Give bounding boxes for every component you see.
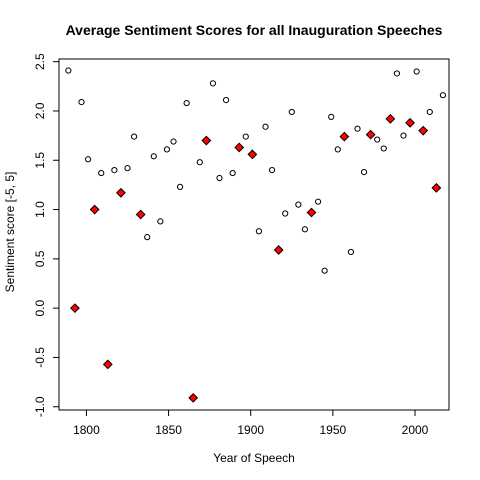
data-point-highlighted <box>102 359 113 370</box>
data-point <box>268 167 276 174</box>
data-point <box>242 133 249 140</box>
data-point <box>282 210 289 217</box>
data-point-highlighted <box>70 303 80 314</box>
x-tick-label: 2000 <box>402 423 429 437</box>
x-axis-label: Year of Speech <box>213 451 295 465</box>
data-point <box>176 183 184 190</box>
data-point <box>209 80 217 87</box>
data-point <box>354 125 361 132</box>
data-point <box>216 174 223 182</box>
data-point <box>380 145 387 152</box>
data-point <box>183 99 190 107</box>
y-tick-label: 2.5 <box>33 53 47 70</box>
data-point <box>222 97 230 104</box>
y-tick-label: 0.0 <box>33 299 47 316</box>
data-point <box>400 132 407 139</box>
data-point <box>196 159 203 166</box>
data-point <box>328 113 335 120</box>
data-point <box>98 169 105 177</box>
data-point-highlighted <box>339 131 350 142</box>
x-tick-label: 1900 <box>237 423 264 437</box>
data-points <box>65 67 447 403</box>
data-point <box>334 146 341 153</box>
data-point <box>144 234 151 241</box>
data-point <box>288 108 295 116</box>
data-point <box>150 153 157 160</box>
data-point <box>124 165 131 172</box>
data-point <box>426 108 433 116</box>
data-point-highlighted <box>188 392 199 403</box>
data-point <box>393 70 401 77</box>
data-point <box>295 201 302 208</box>
y-tick-label: 0.5 <box>33 250 47 267</box>
data-point-highlighted <box>89 204 100 215</box>
y-axis-label: Sentiment score [-5, 5] <box>3 172 17 293</box>
data-point <box>321 267 328 274</box>
data-point <box>130 133 138 140</box>
data-point-highlighted <box>431 182 442 193</box>
y-tick-label: 1.5 <box>33 152 47 169</box>
chart-title: Average Sentiment Scores for all Inaugur… <box>66 22 443 38</box>
data-point-highlighted <box>234 142 245 153</box>
data-point-highlighted <box>365 129 376 140</box>
x-tick-label: 1950 <box>320 423 347 437</box>
data-point <box>229 169 236 177</box>
data-point-highlighted <box>135 209 146 220</box>
y-tick-label: 1.0 <box>33 201 47 218</box>
data-point-highlighted <box>306 207 317 218</box>
data-point-highlighted <box>201 135 212 146</box>
data-point <box>301 226 309 233</box>
y-tick-label: -1.0 <box>33 396 47 417</box>
y-tick-label: 2.0 <box>33 102 47 119</box>
data-point <box>347 248 355 256</box>
plot-frame <box>58 58 450 411</box>
y-axis-ticks: -1.0 -0.5 0.0 0.5 1.0 1.5 2.0 2.5 <box>33 53 59 417</box>
data-point <box>413 68 420 75</box>
data-point <box>78 98 85 106</box>
data-point <box>65 67 72 74</box>
data-point <box>314 198 322 205</box>
x-axis-ticks: 1800 1850 1900 1950 2000 <box>73 410 429 437</box>
data-point <box>163 146 171 153</box>
data-point-highlighted <box>116 187 126 198</box>
data-point <box>84 156 92 163</box>
y-tick-label: -0.5 <box>33 347 47 368</box>
x-tick-label: 1850 <box>155 423 182 437</box>
data-point-highlighted <box>418 125 429 136</box>
data-point <box>360 168 368 176</box>
data-point <box>170 138 177 145</box>
data-point <box>157 218 164 225</box>
data-point <box>111 167 118 174</box>
data-point <box>255 228 263 235</box>
data-point-highlighted <box>247 149 258 160</box>
data-point-highlighted <box>385 113 396 124</box>
x-tick-label: 1800 <box>73 423 100 437</box>
data-point-highlighted <box>273 245 284 255</box>
data-point-highlighted <box>405 117 415 128</box>
data-point <box>439 92 447 99</box>
data-point <box>374 136 381 143</box>
data-point <box>262 123 269 130</box>
